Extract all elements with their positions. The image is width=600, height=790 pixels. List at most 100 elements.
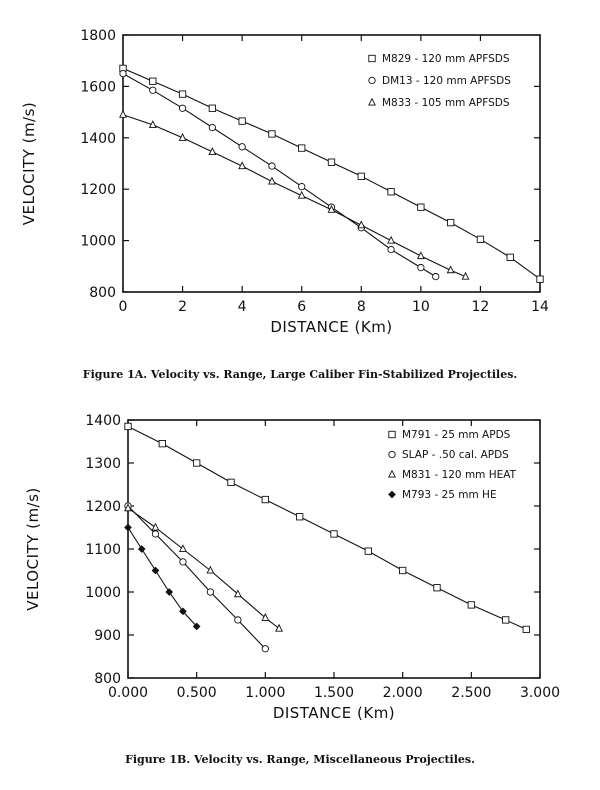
x-tick-label: 2.000 [383,685,423,701]
data-point [387,235,395,244]
data-point [461,271,470,280]
x-tick-label: 8 [357,299,366,315]
data-point [268,176,276,185]
data-point [467,601,475,609]
data-point [297,190,306,199]
y-tick-label: 1600 [80,79,116,95]
data-point [364,547,372,555]
x-tick-label: 0 [119,299,128,315]
x-axis-label: DISTANCE (Km) [273,704,395,722]
data-point [261,612,270,621]
y-tick-label: 1000 [80,234,116,250]
series-line-2 [127,507,280,629]
data-point [417,263,425,272]
x-tick-label: 3.000 [520,685,560,701]
data-point [137,545,146,553]
data-point [417,203,425,211]
x-tick-label: 0.500 [177,685,217,701]
data-point [193,459,201,467]
data-point [446,218,455,227]
data-point [208,147,217,155]
data-point [399,566,407,575]
data-point [416,251,425,260]
legend-marker [388,450,396,459]
chart-1a: 0 2 4 6 8 10 12 14 800 1000 1200 1400 1600 1800 DISTAN… [20,28,549,336]
x-tick-label: 10 [412,299,430,315]
data-point [179,607,187,616]
x-tick-label: 4 [238,299,247,315]
data-point [227,478,235,486]
data-point [327,158,336,166]
data-point [275,623,283,632]
legend-entry: M791 - 25 mm APDS [402,429,511,441]
data-point [233,589,242,598]
legend-entry: M831 - 120 mm HEAT [402,469,517,481]
y-tick-label: 1800 [80,28,116,44]
data-point [238,117,246,125]
legend-marker [368,54,376,63]
data-point [208,123,217,132]
data-point [148,120,157,129]
x-tick-label: 12 [472,299,490,315]
data-point [119,109,127,118]
data-point [298,144,306,152]
chart-1b: 0.000 0.500 1.000 1.500 2.000 2.500 3.000 800 90… [24,413,560,722]
data-point [208,104,217,112]
legend-entry: M829 - 120 mm APFSDS [382,53,510,65]
y-axis-label: VELOCITY (m/s) [24,487,42,611]
x-tick-label: 0.000 [108,685,148,701]
data-point [296,513,304,521]
data-point [206,588,215,596]
data-point [387,245,395,254]
legend-marker [388,430,396,439]
x-axis-label: DISTANCE (Km) [270,318,392,336]
y-tick-label: 800 [94,671,121,687]
series-line-1 [122,73,437,278]
data-point [502,616,510,624]
legend-entry: M793 - 25 mm HE [402,489,497,501]
x-tick-label: 1.000 [245,685,285,701]
data-point [268,162,276,170]
data-point [506,253,514,261]
data-point [179,558,187,566]
data-point [165,588,174,596]
x-tick-label: 6 [297,299,306,315]
caption-1a: Figure 1A. Velocity vs. Range, Large Cal… [83,368,517,381]
legend-marker [368,97,376,106]
x-tick-label: 14 [531,299,549,315]
data-point [119,69,127,78]
y-tick-label: 1400 [80,131,116,147]
data-point [268,130,276,138]
y-tick-label: 800 [89,285,116,301]
data-point [357,220,366,229]
y-tick-label: 1300 [85,456,121,472]
series-line-2 [122,114,466,278]
series-line-3 [127,527,198,627]
data-point [446,265,455,274]
data-point [536,275,544,283]
data-point [387,188,395,196]
data-point [238,161,247,170]
data-point [327,204,336,213]
data-point [261,495,269,504]
data-point [178,90,187,98]
data-point [261,645,269,653]
legend-entry: M833 - 105 mm APFSDS [382,97,510,109]
data-point [149,86,157,94]
data-point [238,143,246,151]
y-tick-label: 900 [94,628,121,644]
data-point [234,616,242,624]
data-point [476,235,485,243]
caption-1b: Figure 1B. Velocity vs. Range, Miscellan… [125,753,475,766]
data-point [158,440,166,448]
data-point [178,132,187,141]
legend-marker [388,490,396,499]
data-point [151,566,160,575]
data-point [433,584,441,592]
data-point [124,503,132,512]
data-point [124,422,132,431]
data-point [149,77,157,85]
y-tick-label: 1000 [85,585,121,601]
